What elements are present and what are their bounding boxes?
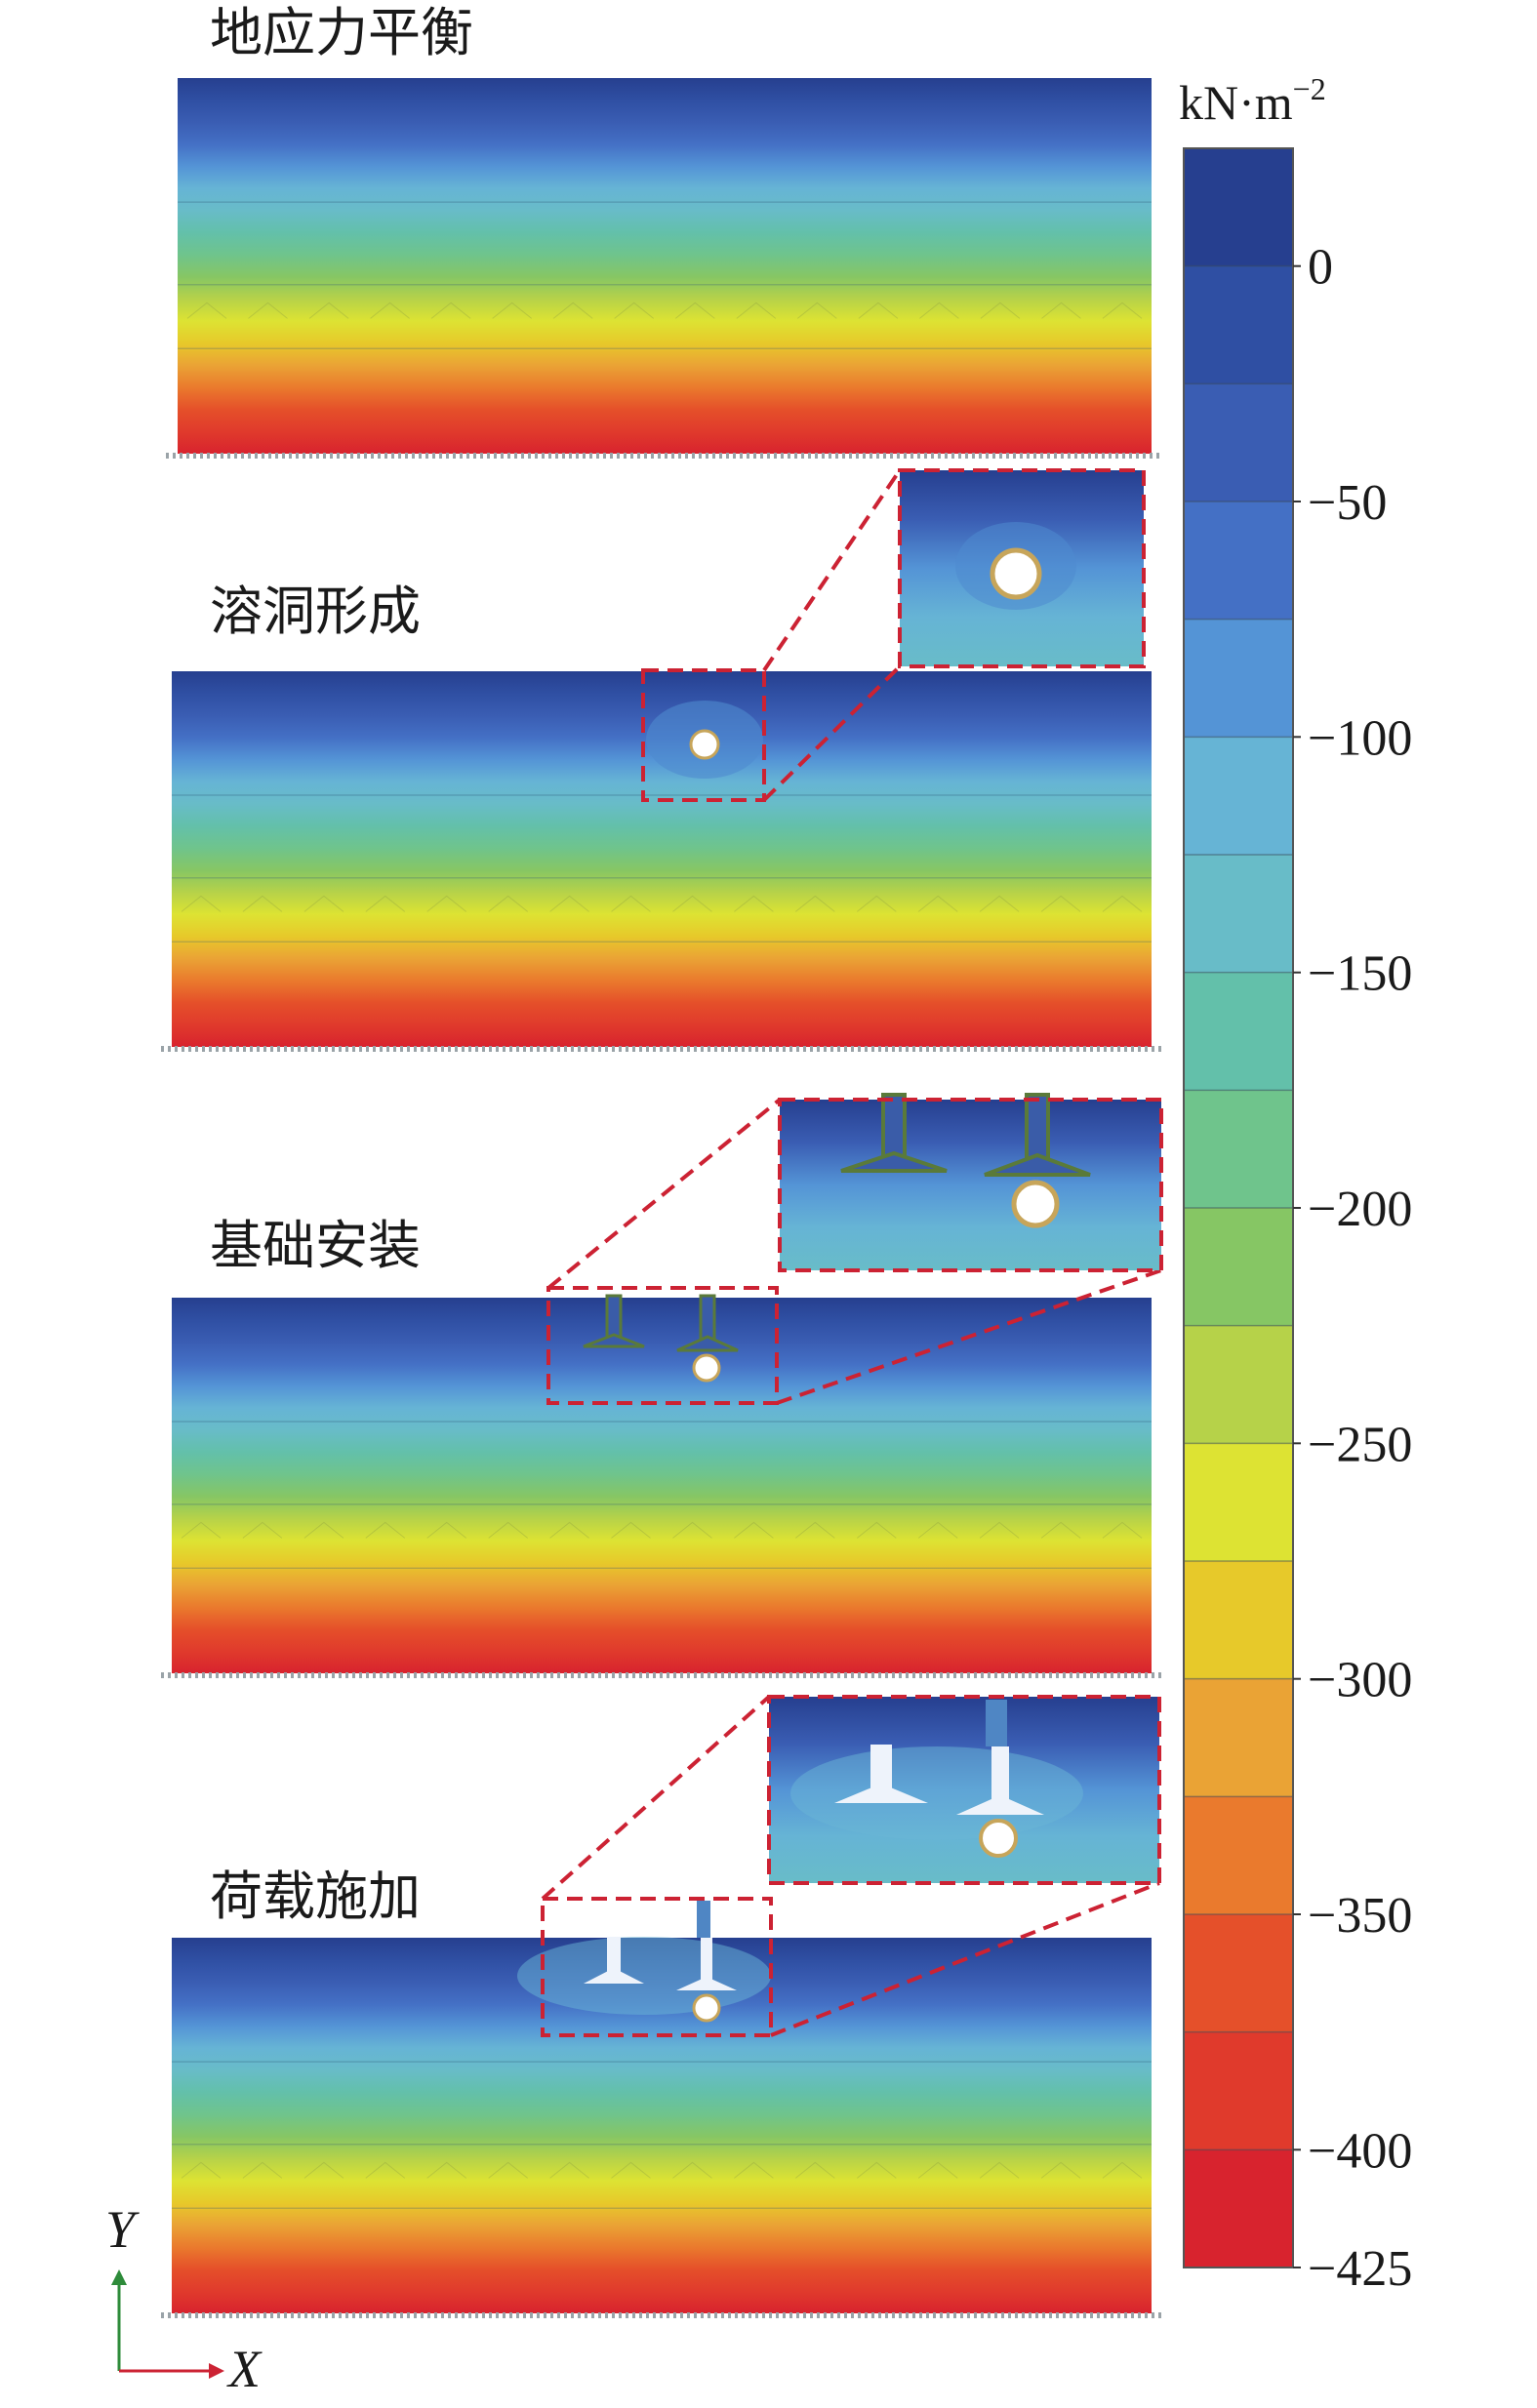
colorbar-tick-label: −50 xyxy=(1308,475,1387,531)
unit-base: kN·m xyxy=(1179,75,1293,130)
panel-load-application: 荷载施加 xyxy=(161,1695,1161,2318)
karst-cavity xyxy=(990,547,1042,600)
colorbar-band xyxy=(1184,619,1293,738)
zoom-region-box xyxy=(541,1897,773,2037)
colorbar-tick-label: −100 xyxy=(1308,710,1412,766)
zoom-connector xyxy=(776,1268,1162,1405)
colorbar-tick-label: −300 xyxy=(1308,1653,1412,1708)
zoom-connector xyxy=(546,1098,782,1290)
colorbar-band xyxy=(1184,2149,1293,2268)
zoom-connector xyxy=(541,1695,771,1901)
colorbar-band xyxy=(1184,2031,1293,2150)
foundation-right xyxy=(676,1901,737,1990)
foundation-left xyxy=(583,1294,645,1348)
colorbar-band xyxy=(1184,737,1293,856)
foundation-left xyxy=(584,1937,644,1984)
colorbar-band xyxy=(1184,1443,1293,1562)
colorbar-tick-label: 0 xyxy=(1308,240,1333,296)
colorbar: kN·m−2 0 −50 −100 −150 −200 −250 −300 −350 −400 −… xyxy=(1179,71,1412,2297)
mesh-lines xyxy=(178,201,1152,349)
foundation-left xyxy=(834,1745,928,1803)
colorbar-unit: kN·m−2 xyxy=(1179,71,1326,130)
colorbar-bands xyxy=(1183,147,1294,2268)
karst-cavity xyxy=(979,1819,1018,1858)
colorbar-band xyxy=(1184,1561,1293,1680)
colorbar-band xyxy=(1184,1914,1293,2033)
colorbar-tick-label: −250 xyxy=(1308,1417,1412,1472)
colorbar-band xyxy=(1184,502,1293,621)
colorbar-band xyxy=(1184,1678,1293,1797)
colorbar-band xyxy=(1184,855,1293,974)
foundation-disturbance xyxy=(517,1937,771,2015)
colorbar-band xyxy=(1184,1090,1293,1209)
colorbar-band xyxy=(1184,265,1293,384)
panel-geostress-balance: 地应力平衡 xyxy=(166,2,1161,459)
mesh-lines xyxy=(172,2061,1152,2209)
panel-title: 荷载施加 xyxy=(210,1866,421,1927)
x-axis-label: X xyxy=(226,2340,263,2398)
colorbar-band xyxy=(1184,148,1293,267)
panel-title: 地应力平衡 xyxy=(210,2,473,63)
colorbar-band xyxy=(1184,383,1293,502)
x-arrow-head xyxy=(209,2363,224,2379)
foundation-right xyxy=(984,1093,1091,1177)
y-axis-label: Y xyxy=(105,2200,140,2259)
panel-cavity-formation: 溶洞形成 xyxy=(161,468,1161,1052)
foundation-right xyxy=(956,1700,1044,1815)
colorbar-band xyxy=(1184,972,1293,1091)
zoom-inset-frame xyxy=(898,468,1146,668)
panel-title: 溶洞形成 xyxy=(210,581,421,642)
zoom-inset-frame xyxy=(767,1695,1161,1885)
panel-field xyxy=(178,78,1152,454)
y-arrow-head xyxy=(111,2269,127,2285)
karst-cavity xyxy=(689,729,720,760)
colorbar-tick-label: −150 xyxy=(1308,946,1412,1002)
colorbar-band xyxy=(1184,1325,1293,1444)
zoom-region-box xyxy=(641,668,766,802)
colorbar-ticks: 0 −50 −100 −150 −200 −250 −300 −350 −400 −425 xyxy=(1293,240,1412,2297)
karst-cavity xyxy=(1011,1180,1060,1228)
zoom-connector xyxy=(762,664,902,802)
karst-cavity xyxy=(692,1993,721,2023)
colorbar-band xyxy=(1184,1796,1293,1915)
colorbar-tick-label: −400 xyxy=(1308,2123,1412,2179)
panel-field xyxy=(172,1298,1152,1673)
mesh-lines xyxy=(172,1421,1152,1569)
inset-field xyxy=(780,1100,1161,1270)
colorbar-tick-label: −350 xyxy=(1308,1888,1412,1944)
zoom-inset xyxy=(767,1695,1161,1885)
colorbar-tick-label: −425 xyxy=(1308,2241,1412,2297)
foundation-left xyxy=(840,1093,948,1173)
zoom-connector xyxy=(770,1881,1160,2037)
zoom-connector xyxy=(762,468,902,672)
colorbar-tick-label: −200 xyxy=(1308,1182,1412,1237)
zoom-inset xyxy=(778,1093,1163,1272)
colorbar-band xyxy=(1184,1208,1293,1327)
axes-indicator: Y X xyxy=(105,2200,263,2398)
unit-exponent: −2 xyxy=(1293,71,1326,106)
mesh-lines xyxy=(172,794,1152,943)
panel-title: 基础安装 xyxy=(210,1215,421,1276)
foundation-disturbance xyxy=(790,1746,1083,1840)
zoom-inset-frame xyxy=(778,1098,1163,1272)
zoom-inset xyxy=(898,468,1146,668)
karst-cavity xyxy=(692,1353,721,1383)
foundation-right xyxy=(676,1294,739,1352)
panel-foundation-installation: 基础安装 xyxy=(161,1093,1163,1678)
